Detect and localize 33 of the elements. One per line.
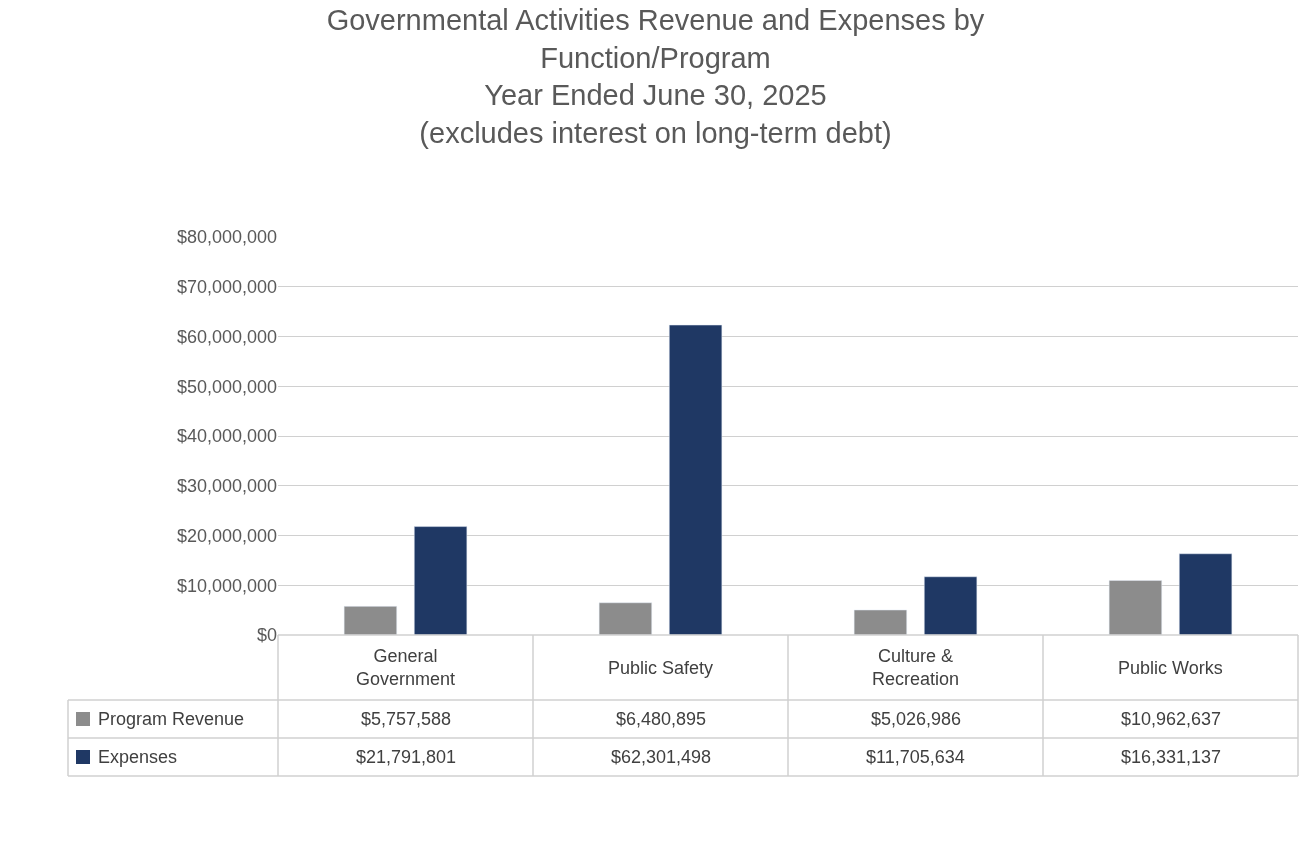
y-tick-label: $10,000,000 xyxy=(176,575,277,596)
data-label: $21,791,801 xyxy=(356,747,457,767)
chart-title: Governmental Activities Revenue and Expenses by Function/Program xyxy=(326,4,985,74)
x-tick-label: General Government xyxy=(356,646,456,690)
y-tick-label: $50,000,000 xyxy=(176,376,277,397)
bar xyxy=(414,526,468,635)
y-tick-label: $70,000,000 xyxy=(176,277,277,298)
data-label: $5,757,588 xyxy=(361,709,452,729)
data-label: $11,705,634 xyxy=(866,747,965,767)
chart-subtitle: Year Ended June 30, 2025 (excludes interest on long-term debt) xyxy=(419,79,892,150)
y-tick-label: $60,000,000 xyxy=(176,326,277,347)
bar xyxy=(853,609,907,635)
bar xyxy=(924,576,978,635)
y-tick-label: $30,000,000 xyxy=(176,476,277,497)
bar xyxy=(669,324,723,635)
y-tick-label: $80,000,000 xyxy=(176,227,277,248)
x-tick-label: Public Works xyxy=(1118,658,1223,678)
data-label: $5,026,986 xyxy=(871,709,962,729)
bar xyxy=(1108,580,1162,635)
x-tick-label: Culture & Recreation xyxy=(872,646,960,690)
y-tick-label: $20,000,000 xyxy=(176,525,277,546)
bar xyxy=(343,606,397,635)
y-tick-label: $40,000,000 xyxy=(176,426,277,447)
bar xyxy=(598,602,652,635)
data-label: $16,331,137 xyxy=(1121,747,1222,767)
y-tick-label: $0 xyxy=(256,625,277,646)
data-label: $62,301,498 xyxy=(611,747,712,767)
data-label: $6,480,895 xyxy=(616,709,707,729)
legend-label: Program Revenue xyxy=(98,709,245,729)
data-label: $10,962,637 xyxy=(1121,709,1222,729)
bar xyxy=(1179,553,1233,635)
legend-label: Expenses xyxy=(98,747,178,767)
x-tick-label: Public Safety xyxy=(608,658,714,678)
